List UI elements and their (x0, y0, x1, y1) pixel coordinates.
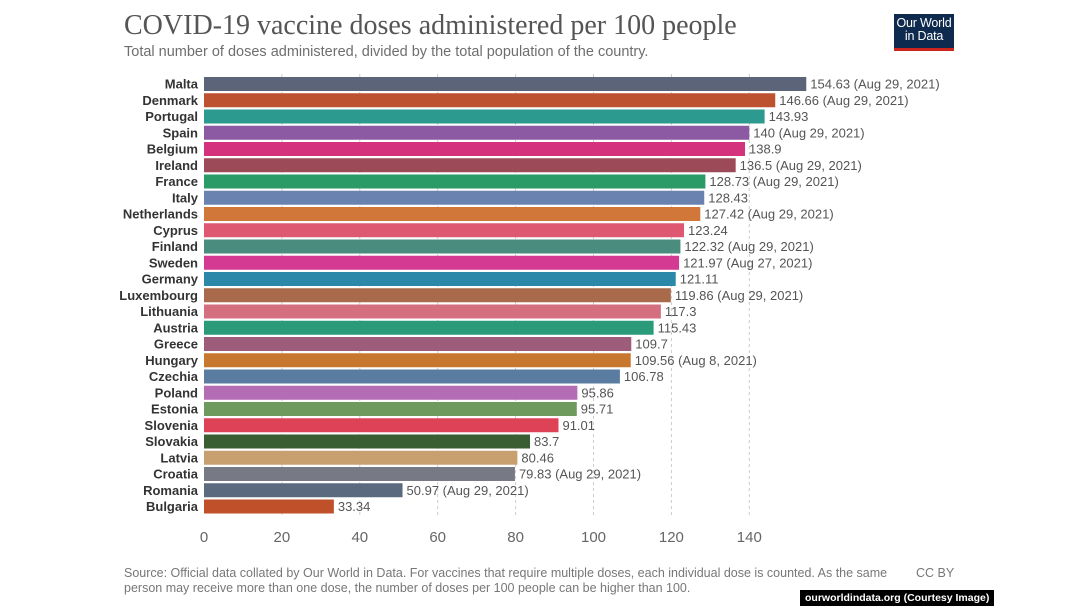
category-label: Latvia (160, 450, 198, 465)
category-label: Slovenia (145, 418, 199, 433)
value-label: 146.66 (Aug 29, 2021) (779, 93, 908, 108)
category-label: Poland (155, 385, 198, 400)
bar-netherlands (204, 207, 701, 221)
value-label: 121.11 (680, 272, 719, 287)
logo-line-2: in Data (904, 29, 944, 43)
x-tick-label: 20 (274, 529, 291, 546)
value-label: 138.9 (749, 142, 782, 157)
bar-france (204, 174, 706, 189)
value-label: 128.73 (Aug 29, 2021) (709, 174, 838, 189)
category-label: Romania (143, 483, 199, 498)
category-label: France (155, 174, 198, 189)
category-label: Slovakia (145, 434, 199, 449)
value-label: 83.7 (534, 434, 559, 449)
chart-title: COVID-19 vaccine doses administered per … (124, 10, 737, 41)
x-tick-label: 60 (429, 529, 446, 546)
value-label: 128.43 (708, 190, 748, 205)
bar-slovenia (204, 418, 559, 433)
category-label: Finland (152, 239, 198, 254)
value-label: 154.63 (Aug 29, 2021) (810, 77, 939, 92)
bar-luxembourg (204, 288, 671, 303)
bar-austria (204, 320, 654, 335)
bar-greece (204, 337, 632, 351)
category-label: Estonia (151, 402, 199, 417)
value-label: 127.42 (Aug 29, 2021) (704, 207, 833, 222)
value-label: 143.93 (769, 109, 809, 124)
bar-portugal (204, 109, 765, 124)
value-label: 115.43 (658, 320, 697, 335)
value-label: 80.46 (521, 450, 554, 465)
value-label: 95.86 (581, 385, 614, 400)
bar-estonia (204, 402, 577, 416)
x-tick-label: 100 (581, 529, 606, 546)
bar-belgium (204, 142, 746, 156)
category-label: Netherlands (123, 207, 198, 222)
value-label: 79.83 (Aug 29, 2021) (519, 467, 641, 482)
x-tick-label: 0 (200, 529, 208, 546)
bar-cyprus (204, 223, 685, 238)
category-label: Ireland (155, 158, 198, 173)
value-label: 136.5 (Aug 29, 2021) (740, 158, 862, 173)
logo-line-1: Our World (896, 16, 952, 30)
bar-romania (204, 483, 403, 498)
bar-malta (204, 77, 807, 91)
category-label: Lithuania (140, 304, 199, 319)
category-label: Cyprus (153, 223, 198, 238)
category-label: Czechia (149, 369, 199, 384)
value-label: 109.7 (635, 337, 668, 352)
category-label: Luxembourg (119, 288, 198, 303)
value-label: 140 (Aug 29, 2021) (753, 125, 864, 140)
owid-logo[interactable]: Our World in Data (894, 14, 954, 51)
chart-subtitle: Total number of doses administered, divi… (124, 44, 649, 60)
category-label: Greece (154, 337, 198, 352)
category-label: Sweden (149, 255, 198, 270)
bar-lithuania (204, 304, 661, 319)
bar-sweden (204, 255, 680, 270)
value-label: 123.24 (688, 223, 728, 238)
bar-denmark (204, 93, 776, 108)
bar-finland (204, 239, 681, 254)
category-label: Austria (153, 320, 199, 335)
category-label: Belgium (147, 142, 198, 157)
category-label: Portugal (145, 109, 198, 124)
bar-ireland (204, 158, 736, 173)
bar-czechia (204, 369, 620, 384)
bar-croatia (204, 467, 515, 481)
value-label: 117.3 (665, 304, 697, 319)
x-tick-label: 80 (507, 529, 524, 546)
value-label: 106.78 (624, 369, 664, 384)
category-label: Spain (163, 125, 198, 140)
x-tick-label: 140 (737, 529, 762, 546)
category-label: Italy (172, 190, 199, 205)
value-label: 121.97 (Aug 27, 2021) (683, 255, 812, 270)
value-label: 91.01 (562, 418, 595, 433)
bar-slovakia (204, 434, 531, 449)
value-label: 122.32 (Aug 29, 2021) (684, 239, 813, 254)
category-label: Germany (142, 272, 199, 287)
category-label: Denmark (142, 93, 198, 108)
value-label: 50.97 (Aug 29, 2021) (407, 483, 529, 498)
category-label: Malta (165, 77, 199, 92)
bar-hungary (204, 353, 631, 368)
value-label: 109.56 (Aug 8, 2021) (635, 353, 757, 368)
x-tick-label: 40 (351, 529, 368, 546)
category-label: Bulgaria (146, 499, 199, 514)
source-note: Source: Official data collated by Our Wo… (124, 566, 888, 595)
value-label: 119.86 (Aug 29, 2021) (675, 288, 803, 303)
bar-italy (204, 190, 705, 205)
bar-poland (204, 385, 578, 400)
value-label: 95.71 (581, 402, 614, 417)
license-label[interactable]: CC BY (916, 566, 955, 580)
bar-bulgaria (204, 499, 334, 514)
image-credit: ourworldindata.org (Courtesy Image) (800, 590, 995, 606)
value-label: 33.34 (338, 499, 371, 514)
category-label: Croatia (153, 467, 199, 482)
category-label: Hungary (145, 353, 199, 368)
bar-spain (204, 125, 750, 140)
bar-germany (204, 272, 676, 286)
bar-latvia (204, 450, 518, 465)
x-tick-label: 120 (659, 529, 684, 546)
